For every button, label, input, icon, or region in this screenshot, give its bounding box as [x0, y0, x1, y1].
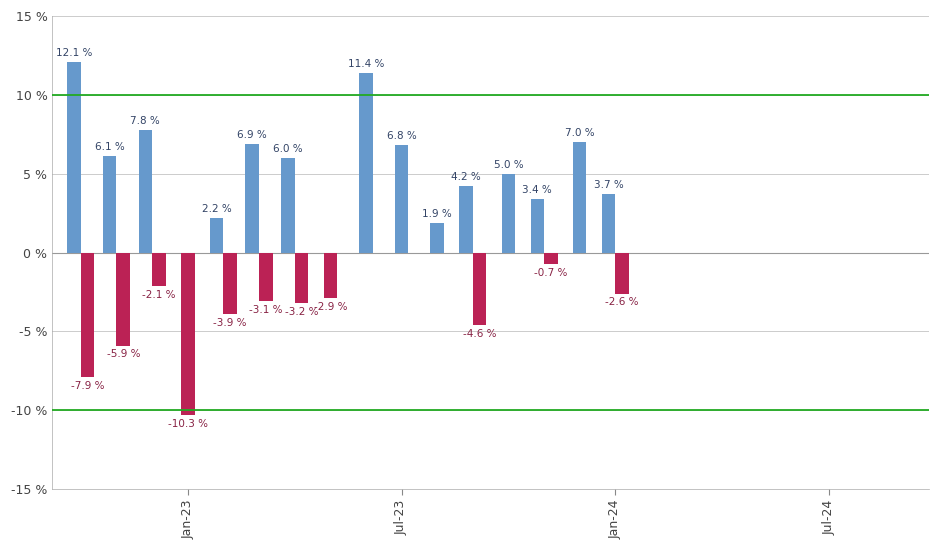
Bar — [138, 130, 152, 252]
Text: -2.6 %: -2.6 % — [605, 298, 639, 307]
Text: 4.2 %: 4.2 % — [451, 172, 481, 183]
Text: -3.9 %: -3.9 % — [213, 318, 247, 328]
Text: -5.9 %: -5.9 % — [106, 349, 140, 360]
Bar — [460, 186, 473, 252]
Bar — [103, 156, 117, 252]
Text: -2.9 %: -2.9 % — [314, 302, 347, 312]
Text: 5.0 %: 5.0 % — [494, 160, 524, 170]
Bar — [395, 145, 408, 252]
Bar — [323, 252, 337, 298]
Bar — [530, 199, 544, 252]
Bar — [616, 252, 629, 294]
Bar — [245, 144, 259, 252]
Bar — [181, 252, 195, 415]
Text: -4.6 %: -4.6 % — [462, 329, 496, 339]
Bar — [502, 174, 515, 252]
Text: 12.1 %: 12.1 % — [55, 48, 92, 58]
Bar — [602, 194, 616, 252]
Bar — [294, 252, 308, 303]
Bar — [544, 252, 557, 263]
Bar — [152, 252, 165, 285]
Bar — [81, 252, 94, 377]
Bar — [224, 252, 237, 314]
Bar — [210, 218, 224, 252]
Bar — [281, 158, 294, 252]
Text: -0.7 %: -0.7 % — [534, 267, 568, 278]
Bar — [431, 223, 444, 252]
Text: 7.0 %: 7.0 % — [565, 128, 594, 138]
Bar — [572, 142, 587, 252]
Text: 3.7 %: 3.7 % — [594, 180, 623, 190]
Text: -7.9 %: -7.9 % — [70, 381, 104, 391]
Text: -10.3 %: -10.3 % — [167, 419, 208, 429]
Text: -3.2 %: -3.2 % — [285, 307, 318, 317]
Text: -3.1 %: -3.1 % — [249, 305, 283, 315]
Text: 3.4 %: 3.4 % — [523, 185, 552, 195]
Text: 2.2 %: 2.2 % — [202, 204, 231, 214]
Text: 6.9 %: 6.9 % — [238, 130, 267, 140]
Bar — [259, 252, 273, 301]
Text: 7.8 %: 7.8 % — [131, 116, 160, 125]
Text: 1.9 %: 1.9 % — [422, 208, 452, 219]
Text: 11.4 %: 11.4 % — [348, 59, 384, 69]
Bar — [473, 252, 486, 325]
Text: 6.8 %: 6.8 % — [386, 131, 416, 141]
Bar — [117, 252, 130, 345]
Text: 6.1 %: 6.1 % — [95, 142, 125, 152]
Bar — [68, 62, 81, 252]
Text: -2.1 %: -2.1 % — [142, 290, 176, 300]
Bar — [359, 73, 372, 252]
Text: 6.0 %: 6.0 % — [273, 144, 303, 154]
